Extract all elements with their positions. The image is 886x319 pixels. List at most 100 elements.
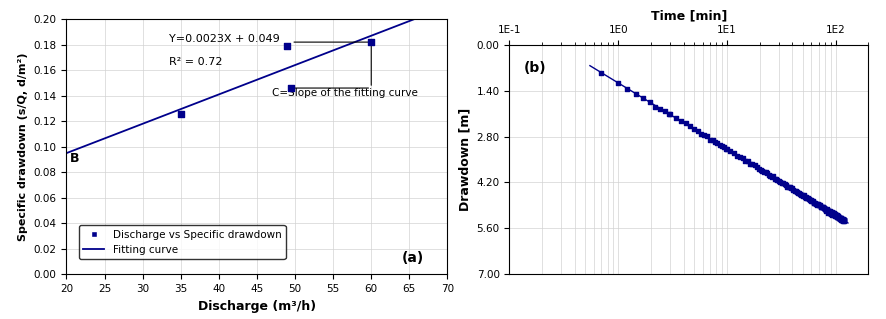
Point [832,215,846,220]
Point [636,95,650,100]
Point [822,209,836,214]
Discharge vs Specific drawdown [174,111,188,116]
Point [767,176,781,181]
Point [753,167,767,172]
Point [824,210,838,215]
Point [812,203,826,208]
Point [738,158,752,163]
Point [751,167,766,172]
Point [717,144,731,149]
Point [804,198,818,204]
Point [824,211,838,216]
Point [719,146,733,151]
Point [809,201,823,206]
Point [833,215,847,220]
Point [703,137,717,142]
Point [831,214,845,219]
Point [832,215,846,220]
Point [788,189,802,194]
Point [828,212,843,218]
Text: (b): (b) [524,61,547,75]
Point [669,115,683,120]
Point [830,214,844,219]
Point [691,128,705,133]
Point [642,100,657,105]
Y-axis label: Specific drawdown (s/Q, d/m²): Specific drawdown (s/Q, d/m²) [18,53,28,241]
Point [833,216,847,221]
Fitting curve [409,17,420,21]
Point [794,193,808,198]
Point [827,211,841,216]
Point [808,200,822,205]
Point [772,179,786,184]
Point [825,211,839,216]
Point [830,214,844,219]
Fitting curve [61,151,72,155]
Point [769,176,783,182]
Point [836,218,851,223]
Point [833,216,847,221]
Point [814,204,828,210]
Point [837,218,851,223]
Point [804,198,819,203]
Fitting curve [76,145,87,149]
Point [830,214,844,219]
Discharge vs Specific drawdown [284,85,299,91]
Discharge vs Specific drawdown [364,40,378,45]
Point [783,185,797,190]
Point [813,203,828,208]
Point [773,180,788,185]
Fitting curve [84,142,95,146]
Point [798,195,812,200]
Point [802,197,816,202]
Discharge vs Specific drawdown [280,43,294,48]
Point [687,126,701,131]
Point [823,210,837,215]
Point [694,131,708,136]
Point [835,216,849,221]
Point [619,86,633,91]
Point [833,216,847,221]
Point [834,217,848,222]
Point [789,189,803,194]
Point [796,194,810,199]
Point [805,198,820,203]
Point [827,212,841,217]
Point [826,211,840,217]
Line: Fitting curve: Fitting curve [66,6,447,153]
Text: B: B [70,152,80,165]
Point [770,177,784,182]
Legend: Discharge vs Specific drawdown, Fitting curve: Discharge vs Specific drawdown, Fitting … [79,226,285,259]
Point [757,169,771,174]
Point [825,212,839,217]
Point [837,218,851,223]
Point [762,172,776,177]
X-axis label: Discharge (m³/h): Discharge (m³/h) [198,300,316,313]
Point [835,217,849,222]
Point [820,208,834,213]
Point [595,70,609,76]
Point [793,191,807,197]
Point [822,209,836,214]
Point [789,190,804,195]
Point [781,184,795,189]
Point [837,218,851,223]
Point [811,202,825,207]
Point [821,209,835,214]
Text: R² = 0.72: R² = 0.72 [169,57,222,67]
Fitting curve [163,112,174,116]
Point [836,219,851,224]
Point [784,185,798,190]
Point [828,212,842,217]
Point [826,211,840,216]
Point [785,186,799,191]
Point [828,212,842,218]
Point [765,174,779,179]
Point [821,210,835,215]
Point [735,156,750,161]
Point [683,123,697,128]
Point [787,188,801,193]
Point [697,132,711,137]
Point [834,217,848,222]
Point [730,154,744,159]
